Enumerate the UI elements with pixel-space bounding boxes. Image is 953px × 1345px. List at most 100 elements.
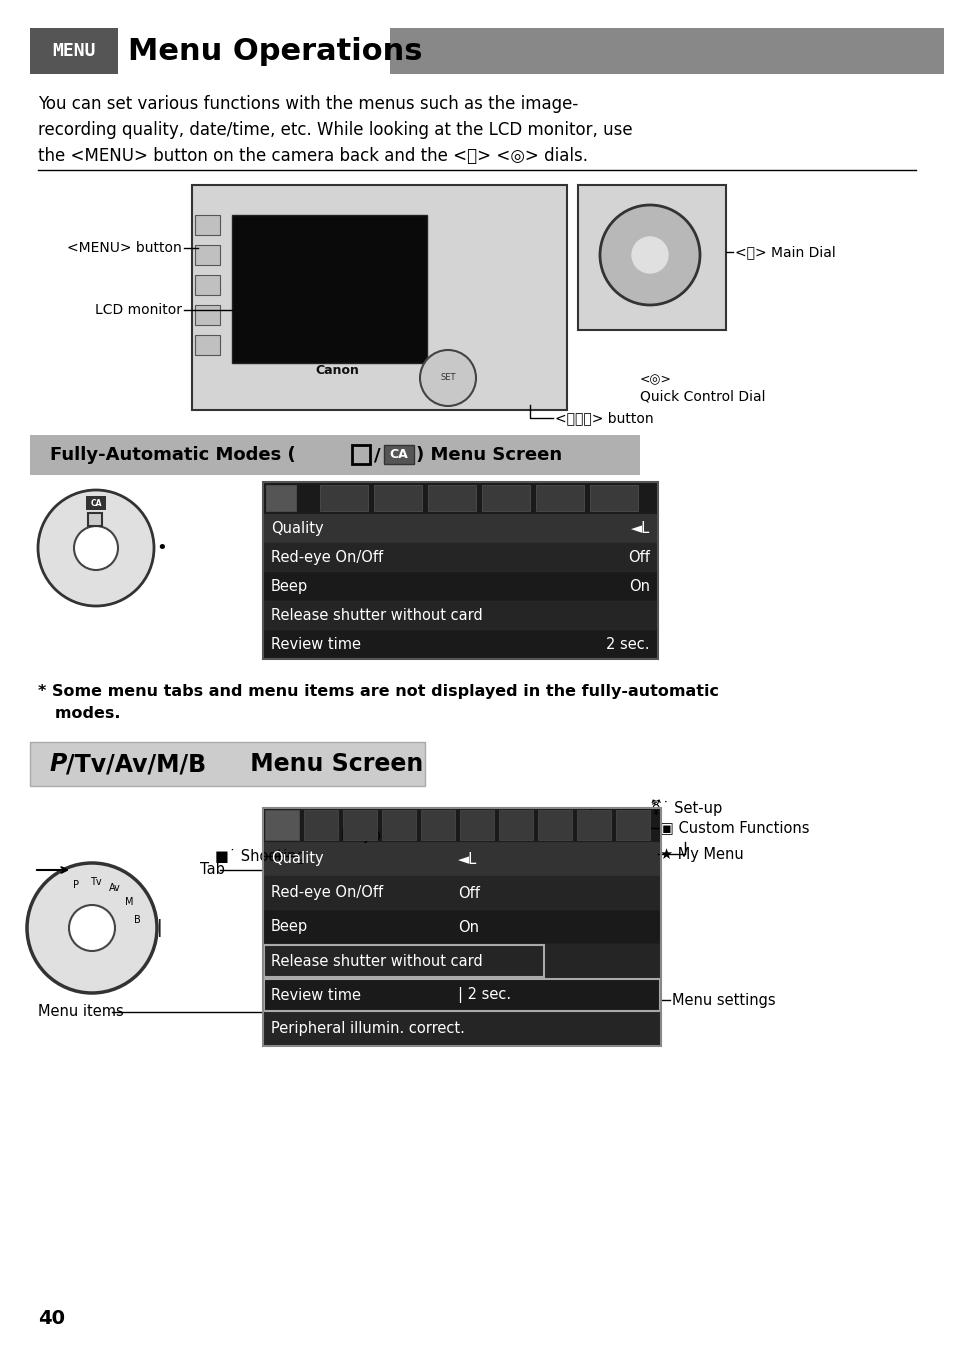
Bar <box>30 434 639 475</box>
Text: Av: Av <box>109 884 121 893</box>
Text: ⚧˙ Set-up: ⚧˙ Set-up <box>649 800 721 816</box>
Text: Release shutter without card: Release shutter without card <box>271 608 482 623</box>
Bar <box>420 810 455 841</box>
Text: Red-eye On/Off: Red-eye On/Off <box>271 885 383 901</box>
Bar <box>390 28 943 74</box>
Text: /: / <box>374 447 380 464</box>
Text: <Ⓢⓔⓣ> button: <Ⓢⓔⓣ> button <box>555 412 653 425</box>
Bar <box>263 808 660 842</box>
Text: ▣ Custom Functions: ▣ Custom Functions <box>659 820 809 835</box>
Bar <box>428 486 476 511</box>
Text: M: M <box>125 897 133 907</box>
Text: ■˙ Shooting: ■˙ Shooting <box>214 849 305 863</box>
Bar <box>263 543 658 572</box>
Bar <box>194 245 220 265</box>
Bar <box>343 810 376 841</box>
Bar <box>263 601 658 629</box>
Text: Fully-Automatic Modes (: Fully-Automatic Modes ( <box>50 447 295 464</box>
Circle shape <box>69 905 115 951</box>
Circle shape <box>599 204 700 305</box>
Text: Review time: Review time <box>271 638 360 652</box>
Text: 40: 40 <box>38 1309 65 1328</box>
Text: Tab: Tab <box>200 862 225 877</box>
Text: Review time: Review time <box>271 987 360 1002</box>
Bar <box>481 486 530 511</box>
Text: Menu Screen: Menu Screen <box>242 752 423 776</box>
Bar <box>374 486 421 511</box>
Bar <box>536 486 583 511</box>
Text: Quality: Quality <box>271 521 323 537</box>
Bar <box>263 629 658 659</box>
Bar <box>263 876 660 911</box>
Bar <box>194 335 220 355</box>
Bar <box>263 482 658 659</box>
Text: Menu settings: Menu settings <box>671 993 775 1007</box>
Bar <box>381 810 416 841</box>
Bar <box>537 810 572 841</box>
Bar <box>30 28 118 74</box>
Text: You can set various functions with the menus such as the image-: You can set various functions with the m… <box>38 95 578 113</box>
Text: Off: Off <box>457 885 479 901</box>
Text: * Some menu tabs and menu items are not displayed in the fully-automatic: * Some menu tabs and menu items are not … <box>38 685 719 699</box>
Bar <box>263 1011 660 1046</box>
Bar <box>616 810 649 841</box>
Bar <box>459 810 494 841</box>
Bar <box>263 808 660 1046</box>
Text: SET: SET <box>439 374 456 382</box>
Text: •: • <box>156 539 167 557</box>
Text: P: P <box>50 752 68 776</box>
Bar <box>263 842 660 876</box>
Circle shape <box>631 237 667 273</box>
Bar <box>578 186 725 330</box>
Text: <MENU> button: <MENU> button <box>67 241 182 256</box>
Bar <box>384 445 414 464</box>
Bar <box>263 944 660 978</box>
Bar <box>192 186 566 410</box>
Bar <box>577 810 610 841</box>
Text: Quick Control Dial: Quick Control Dial <box>639 389 764 404</box>
Text: Tv: Tv <box>91 877 102 888</box>
Bar <box>194 215 220 235</box>
Text: the <MENU> button on the camera back and the <Ⓟ> <◎> dials.: the <MENU> button on the camera back and… <box>38 147 587 165</box>
Bar <box>88 512 102 526</box>
Text: recording quality, date/time, etc. While looking at the LCD monitor, use: recording quality, date/time, etc. While… <box>38 121 632 139</box>
Text: | 2 sec.: | 2 sec. <box>457 987 511 1003</box>
Text: modes.: modes. <box>38 706 120 721</box>
Bar <box>232 215 427 363</box>
Text: |: | <box>157 919 162 937</box>
Bar <box>263 482 658 514</box>
Text: ) Menu Screen: ) Menu Screen <box>416 447 561 464</box>
Bar <box>498 810 533 841</box>
Bar <box>263 978 660 1011</box>
Text: ★ My Menu: ★ My Menu <box>659 846 743 862</box>
Text: Menu items: Menu items <box>38 1005 124 1020</box>
Text: Quality: Quality <box>271 851 323 866</box>
Text: On: On <box>457 920 478 935</box>
Text: ◄L: ◄L <box>630 521 649 537</box>
Circle shape <box>27 863 157 993</box>
Text: 2 sec.: 2 sec. <box>606 638 649 652</box>
Text: <◎>: <◎> <box>639 374 671 386</box>
Text: LCD monitor: LCD monitor <box>95 303 182 317</box>
Circle shape <box>38 490 153 607</box>
Text: Red-eye On/Off: Red-eye On/Off <box>271 550 383 565</box>
Bar <box>589 486 638 511</box>
Text: CA: CA <box>389 448 408 461</box>
Bar <box>263 911 660 944</box>
Text: MENU: MENU <box>52 42 95 61</box>
Text: Off: Off <box>627 550 649 565</box>
Text: <Ⓟ> Main Dial: <Ⓟ> Main Dial <box>734 245 835 260</box>
Circle shape <box>419 350 476 406</box>
Text: ◄L: ◄L <box>457 851 476 866</box>
Bar <box>264 979 659 1011</box>
Bar <box>30 742 424 785</box>
Text: Beep: Beep <box>271 578 308 594</box>
Bar <box>265 810 298 841</box>
Text: On: On <box>628 578 649 594</box>
Text: B: B <box>133 915 140 925</box>
Bar <box>264 946 543 976</box>
Bar <box>194 305 220 325</box>
Text: /Tv/Av/M/B: /Tv/Av/M/B <box>66 752 206 776</box>
Text: CA: CA <box>91 499 102 507</box>
Bar <box>263 572 658 601</box>
